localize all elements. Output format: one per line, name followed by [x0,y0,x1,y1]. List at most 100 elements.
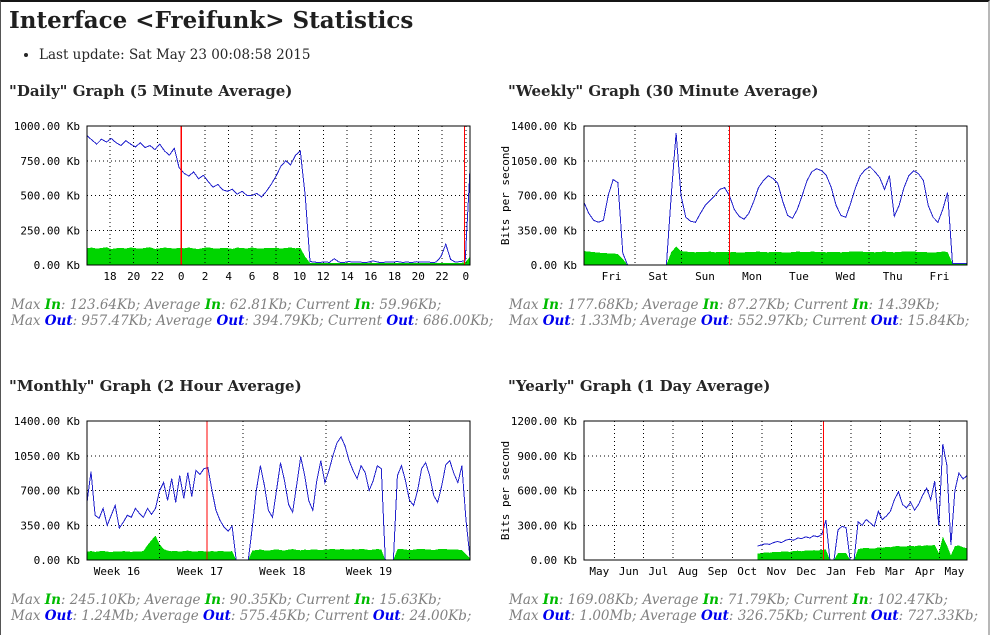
x-axis-tick-label: Week 18 [259,565,305,578]
x-axis-tick-label: Mon [742,270,762,283]
stat-direction-in: In [44,591,61,608]
stat-direction-out: Out [386,312,415,329]
stat-value-max-in: : 245.10Kb; [60,591,145,608]
stat-direction-in: In [44,296,61,313]
stat-value-avg-out: : 394.79Kb; [244,312,328,329]
stat-value-max-in: : 169.08Kb; [558,591,643,608]
x-axis-tick-label: Fri [929,270,949,283]
stat-direction-out: Out [701,312,729,329]
yearly-stats-in-line: Max In: 169.08Kb; Average In: 71.79Kb; C… [509,592,987,608]
stat-label-avg: Average [144,296,205,313]
stat-direction-in: In [542,591,559,608]
stat-label-max: Max [509,591,543,608]
daily-out-line [86,135,471,263]
weekly-graph-heading: "Weekly" Graph (30 Minute Average) [508,81,819,100]
x-axis-tick-label: 20 [127,270,140,283]
stat-value-cur-in: : 14.39Kb; [868,296,940,313]
stat-value-max-out: : 957.47Kb; [72,312,157,329]
monthly-stats-in-line: Max In: 245.10Kb; Average In: 90.35Kb; C… [11,592,495,608]
stat-value-avg-in: : 90.35Kb; [220,591,297,608]
stat-direction-out: Out [203,607,231,624]
stat-direction-out: Out [542,312,571,329]
stat-value-max-out: : 1.33Mb; [570,312,641,329]
daily-graph-section: "Daily" Graph (5 Minute Average) 0.00 Kb… [3,82,495,329]
x-axis-tick-label: May [944,565,964,578]
x-axis-tick-label: Nov [767,565,787,578]
page-title: Interface <Freifunk> Statistics [9,7,414,34]
stat-direction-in: In [542,296,559,313]
graphs-grid: "Daily" Graph (5 Minute Average) 0.00 Kb… [3,82,988,624]
y-axis-tick-label: 350.00 Kb [517,224,577,237]
stat-label-max: Max [509,312,543,329]
daily-graph-heading: "Daily" Graph (5 Minute Average) [9,81,293,100]
stat-direction-in: In [204,296,221,313]
x-axis-tick-label: 20 [412,270,425,283]
monthly-graph-heading: "Monthly" Graph (2 Hour Average) [9,376,302,395]
x-axis-tick-label: 8 [272,270,279,283]
y-axis-tick-label: 250.00 Kb [20,224,80,237]
weekly-graph: 0.00 Kb 350.00 Kb 700.00 Kb 1050.00 Kb 1400.… [500,120,968,283]
x-axis-tick-label: Tue [789,270,809,283]
stat-label-max: Max [11,296,45,313]
y-axis-tick-label: 1000.00 Kb [14,120,80,133]
monthly-stats-out-line: Max Out: 1.24Mb; Average Out: 575.45Kb; … [11,608,495,624]
stat-label-max: Max [11,591,45,608]
stat-label-max: Max [509,296,543,313]
x-axis-tick-label: 18 [103,270,116,283]
stat-label-cur: Current [327,312,387,329]
x-axis-tick-label: 0 [178,270,185,283]
x-axis-tick-label: 6 [249,270,256,283]
stat-value-max-out: : 1.00Mb; [570,607,641,624]
yearly-graph-heading: "Yearly" Graph (1 Day Average) [508,376,771,395]
x-axis-tick-label: 2 [202,270,209,283]
x-axis-tick-label: May [589,565,609,578]
stat-value-cur-out: : 15.84Kb; [898,312,970,329]
yearly-stats-out-line: Max Out: 1.00Mb; Average Out: 326.75Kb; … [509,608,987,624]
weekly-graph-section: "Weekly" Graph (30 Minute Average) 0.00 … [495,82,987,329]
y-axis-tick-label: 600.00 Kb [517,484,577,497]
x-axis-tick-label: Wed [836,270,856,283]
x-axis-tick-label: Jan [826,565,846,578]
x-axis-tick-label: Thu [883,270,903,283]
stat-value-cur-out: : 24.00Kb; [400,607,472,624]
stat-direction-out: Out [44,607,73,624]
stat-value-avg-in: : 62.81Kb; [220,296,297,313]
y-axis-tick-label: 500.00 Kb [20,189,80,202]
monthly-graph-stats: Max In: 245.10Kb; Average In: 90.35Kb; C… [11,592,495,624]
weekly-stats-in-line: Max In: 177.68Kb; Average In: 87.27Kb; C… [509,297,987,313]
weekly-graph-stats: Max In: 177.68Kb; Average In: 87.27Kb; C… [509,297,987,329]
x-axis-tick-label: 22 [435,270,448,283]
yearly-out-line [757,443,968,561]
last-update-text: Last update: Sat May 23 00:08:58 2015 [39,47,988,63]
y-axis-tick-label: 350.00 Kb [20,519,80,532]
y-axis-tick-label: 0.00 Kb [34,554,80,567]
stat-direction-out: Out [870,607,899,624]
x-axis-tick-label: 18 [388,270,401,283]
x-axis-tick-label: Aug [678,565,698,578]
x-axis-tick-label: 4 [225,270,232,283]
stat-direction-out: Out [701,607,729,624]
x-axis-tick-label: Sat [648,270,668,283]
stat-label-cur: Current [812,607,871,624]
stat-label-avg: Average [642,591,703,608]
x-axis-tick-label: Dec [797,565,817,578]
stat-direction-in: In [702,591,719,608]
y-axis-tick-label: 300.00 Kb [517,519,577,532]
x-axis-tick-label: Sun [695,270,715,283]
stat-direction-in: In [354,591,371,608]
stat-value-cur-in: : 59.96Kb; [370,296,442,313]
daily-graph: 0.00 Kb 250.00 Kb 500.00 Kb 750.00 Kb 1000.0… [14,120,471,283]
yearly-graph: 0.00 Kb 300.00 Kb 600.00 Kb 900.00 Kb 1200.0… [500,415,968,578]
x-axis-tick-label: Mar [885,565,905,578]
x-axis-tick-label: Oct [737,565,757,578]
stat-value-cur-in: : 102.47Kb; [868,591,948,608]
stat-value-cur-out: : 727.33Kb; [898,607,979,624]
x-axis-tick-label: Week 17 [177,565,223,578]
stat-value-max-out: : 1.24Mb; [72,607,143,624]
stat-direction-in: In [852,296,869,313]
stat-label-cur: Current [296,296,355,313]
stat-direction-in: In [204,591,221,608]
stat-label-cur: Current [812,312,871,329]
yearly-graph-stats: Max In: 169.08Kb; Average In: 71.79Kb; C… [509,592,987,624]
stat-direction-out: Out [870,312,899,329]
